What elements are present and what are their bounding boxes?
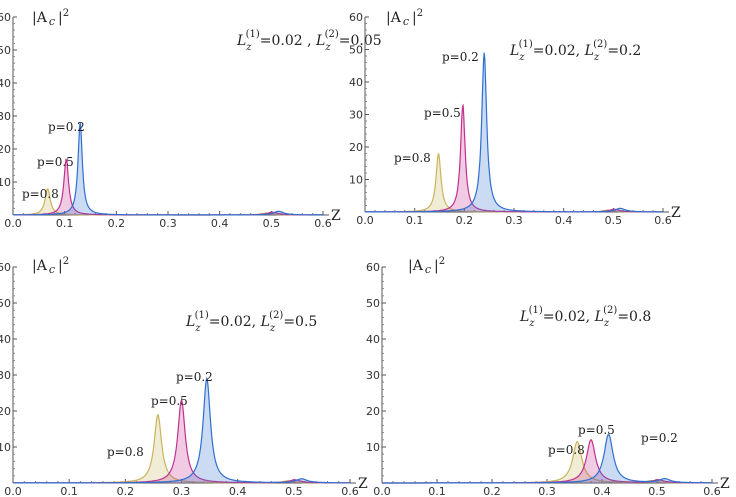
- y-tick-label: 40: [0, 333, 11, 346]
- x-tick-label: 0.3: [505, 214, 523, 227]
- y-tick-label: 20: [366, 405, 380, 418]
- y-tick-label: 50: [0, 44, 11, 57]
- x-axis-label: Z: [358, 476, 368, 492]
- x-tick-label: 0.3: [538, 485, 556, 497]
- x-tick-label: 0.6: [341, 485, 359, 497]
- series-label: p=0.8: [22, 187, 59, 201]
- x-tick-label: 0.1: [406, 214, 424, 227]
- x-tick-label: 0.1: [56, 217, 74, 230]
- series-line: [382, 440, 712, 484]
- series-label: p=0.8: [107, 445, 144, 459]
- panel-top-right: 0.0 0.1 0.2 0.3 0.4 0.5 0.6 10 20 30 40 50 60 |A c |2 Zp…: [349, 8, 681, 227]
- panel-bottom-right: 0.0 0.1 0.2 0.3 0.4 0.5 0.6 10 20 30 40 50 60 |A c |2 Zp…: [366, 256, 730, 497]
- y-axis-label: |A c |2: [32, 256, 69, 276]
- x-tick-label: 0.0: [4, 217, 22, 230]
- y-axis-label: |A c |2: [408, 256, 445, 276]
- y-tick-label: 50: [349, 44, 363, 57]
- x-tick-label: 0.4: [593, 485, 611, 497]
- series-area: [365, 52, 663, 213]
- parameter-annotation: Lz(1)=0.02, Lz(2)=0.2: [509, 39, 641, 63]
- x-axis-label: Z: [720, 476, 730, 492]
- y-tick-label: 60: [366, 261, 380, 274]
- x-tick-label: 0.5: [285, 485, 303, 497]
- x-tick-label: 0.5: [605, 214, 623, 227]
- x-tick-label: 0.2: [117, 485, 135, 497]
- series-label: p=0.8: [548, 443, 585, 457]
- x-tick-label: 0.0: [4, 485, 22, 497]
- x-tick-label: 0.5: [648, 485, 666, 497]
- x-tick-label: 0.2: [108, 217, 126, 230]
- x-tick-label: 0.5: [263, 217, 281, 230]
- x-tick-label: 0.3: [159, 217, 177, 230]
- y-tick-label: 10: [349, 174, 363, 187]
- panel-bottom-left: 0.0 0.1 0.2 0.3 0.4 0.5 0.6 10 20 30 40 50 60 |A c |2 Zp…: [0, 256, 368, 497]
- x-tick-label: 0.1: [428, 485, 446, 497]
- y-tick-label: 40: [0, 77, 11, 90]
- y-tick-label: 20: [0, 405, 11, 418]
- y-tick-label: 50: [0, 297, 11, 310]
- series-label: p=0.5: [151, 394, 188, 408]
- y-tick-label: 30: [0, 110, 11, 123]
- series-area: [13, 188, 323, 215]
- series-area: [382, 441, 712, 483]
- y-tick-label: 10: [366, 441, 380, 454]
- x-tick-label: 0.6: [314, 217, 332, 230]
- series-line: [13, 376, 350, 484]
- series-line: [365, 52, 663, 213]
- series-label: p=0.2: [442, 50, 479, 64]
- x-tick-label: 0.6: [703, 485, 721, 497]
- y-tick-label: 10: [0, 176, 11, 189]
- x-tick-label: 0.4: [211, 217, 229, 230]
- parameter-annotation: Lz(1)=0.02, Lz(2)=0.8: [519, 305, 651, 329]
- parameter-annotation: Lz(1)=0.02, Lz(2)=0.5: [185, 310, 317, 334]
- x-tick-label: 0.2: [456, 214, 474, 227]
- series-label: p=0.5: [37, 155, 74, 169]
- y-tick-label: 20: [0, 143, 11, 156]
- y-axis-label: |A c |2: [32, 8, 69, 28]
- x-tick-label: 0.4: [229, 485, 247, 497]
- y-tick-label: 60: [0, 261, 11, 274]
- series-area: [382, 439, 712, 483]
- series-label: p=0.2: [176, 370, 213, 384]
- y-tick-label: 60: [0, 11, 11, 24]
- x-axis-label: Z: [671, 205, 681, 221]
- parameter-annotation: Lz(1)=0.02 , Lz(2)=0.05: [236, 29, 382, 53]
- series-line: [382, 439, 712, 484]
- series-line: [382, 433, 712, 484]
- series-area: [13, 400, 350, 483]
- series-label: p=0.5: [578, 423, 615, 437]
- x-tick-label: 0.6: [654, 214, 672, 227]
- y-tick-label: 30: [349, 109, 363, 122]
- y-tick-label: 40: [366, 333, 380, 346]
- panel-top-left: 0.0 0.1 0.2 0.3 0.4 0.5 0.6 10 20 30 40 50 60 |A c |2 Zp…: [0, 8, 382, 230]
- x-tick-label: 0.1: [60, 485, 78, 497]
- y-tick-label: 10: [0, 441, 11, 454]
- y-axis-label: |A c |2: [386, 8, 423, 28]
- series-line: [13, 122, 323, 216]
- series-label: p=0.5: [424, 106, 461, 120]
- x-tick-label: 0.2: [483, 485, 501, 497]
- y-tick-label: 60: [349, 11, 363, 24]
- x-tick-label: 0.3: [173, 485, 191, 497]
- y-tick-label: 30: [366, 369, 380, 382]
- series-area: [365, 153, 663, 212]
- y-tick-label: 50: [366, 297, 380, 310]
- x-axis-label: Z: [331, 208, 341, 224]
- y-tick-label: 20: [349, 141, 363, 154]
- series-label: p=0.8: [394, 151, 431, 165]
- x-tick-label: 0.4: [555, 214, 573, 227]
- x-tick-label: 0.0: [373, 485, 391, 497]
- y-tick-label: 30: [0, 369, 11, 382]
- x-tick-label: 0.0: [356, 214, 374, 227]
- series-label: p=0.2: [48, 120, 85, 134]
- y-tick-label: 40: [349, 76, 363, 89]
- series-label: p=0.2: [641, 431, 678, 445]
